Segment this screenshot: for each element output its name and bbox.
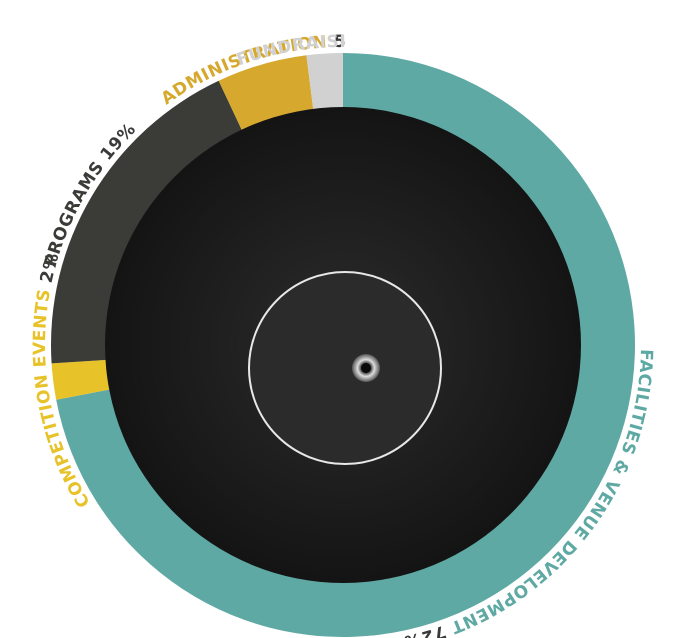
value-label: 2%: [0, 0, 9, 5]
target-ring: [248, 271, 442, 465]
bullet-hole-center: [361, 363, 371, 373]
